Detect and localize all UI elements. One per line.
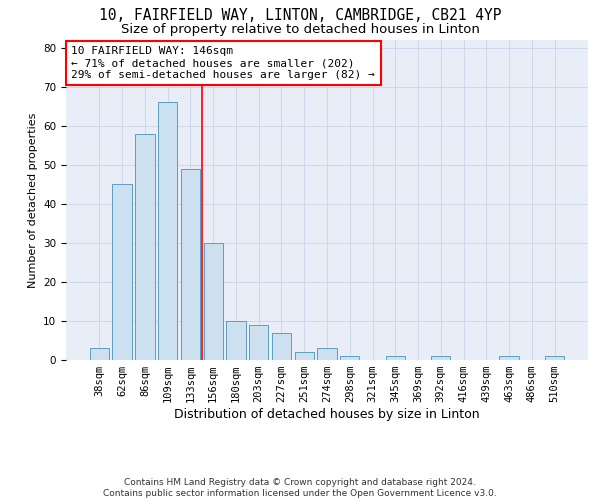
Bar [499, 356, 519, 360]
Bar [431, 356, 451, 360]
Bar [386, 356, 405, 360]
Text: Contains HM Land Registry data © Crown copyright and database right 2024.
Contai: Contains HM Land Registry data © Crown c… [103, 478, 497, 498]
Bar [226, 321, 245, 360]
Text: Size of property relative to detached houses in Linton: Size of property relative to detached ho… [121, 22, 479, 36]
Bar [545, 356, 564, 360]
Bar [249, 325, 268, 360]
Text: 10, FAIRFIELD WAY, LINTON, CAMBRIDGE, CB21 4YP: 10, FAIRFIELD WAY, LINTON, CAMBRIDGE, CB… [99, 8, 501, 22]
Bar [181, 169, 200, 360]
Bar [295, 352, 314, 360]
Y-axis label: Number of detached properties: Number of detached properties [28, 112, 38, 288]
Text: 10 FAIRFIELD WAY: 146sqm
← 71% of detached houses are smaller (202)
29% of semi-: 10 FAIRFIELD WAY: 146sqm ← 71% of detach… [71, 46, 375, 80]
Bar [272, 332, 291, 360]
Bar [112, 184, 132, 360]
Bar [317, 348, 337, 360]
Bar [135, 134, 155, 360]
X-axis label: Distribution of detached houses by size in Linton: Distribution of detached houses by size … [174, 408, 480, 421]
Bar [203, 243, 223, 360]
Bar [158, 102, 178, 360]
Bar [340, 356, 359, 360]
Bar [90, 348, 109, 360]
